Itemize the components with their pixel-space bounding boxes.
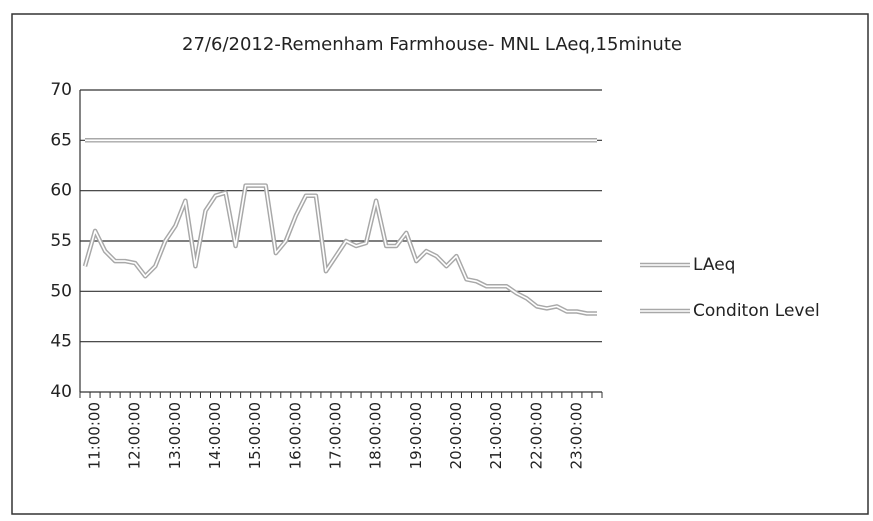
x-tick-label: 14:00:00 bbox=[206, 402, 224, 469]
line-series-inner bbox=[84, 184, 597, 315]
x-tick-label: 21:00:00 bbox=[487, 402, 505, 469]
y-tick-label: 40 bbox=[50, 382, 72, 402]
y-tick-label: 60 bbox=[50, 181, 72, 201]
y-tick-label: 65 bbox=[50, 130, 72, 150]
y-tick-label: 55 bbox=[50, 231, 72, 251]
x-tick-label: 12:00:00 bbox=[126, 402, 144, 469]
x-tick-label: 23:00:00 bbox=[567, 402, 585, 469]
x-tick-label: 13:00:00 bbox=[166, 402, 184, 469]
x-tick-label: 22:00:00 bbox=[527, 402, 545, 469]
y-tick-label: 50 bbox=[50, 281, 72, 301]
legend-label: Conditon Level bbox=[693, 301, 820, 321]
x-tick-label: 20:00:00 bbox=[447, 402, 465, 469]
legend-label: LAeq bbox=[693, 255, 735, 275]
x-tick-label: 19:00:00 bbox=[407, 402, 425, 469]
x-tick-label: 16:00:00 bbox=[286, 402, 304, 469]
y-tick-label: 45 bbox=[50, 332, 72, 352]
x-tick-label: 15:00:00 bbox=[246, 402, 264, 469]
y-tick-label: 70 bbox=[50, 80, 72, 100]
x-tick-label: 18:00:00 bbox=[367, 402, 385, 469]
x-tick-label: 11:00:00 bbox=[86, 402, 104, 469]
chart-title: 27/6/2012-Remenham Farmhouse- MNL LAeq,1… bbox=[182, 34, 682, 55]
x-tick-label: 17:00:00 bbox=[326, 402, 344, 469]
